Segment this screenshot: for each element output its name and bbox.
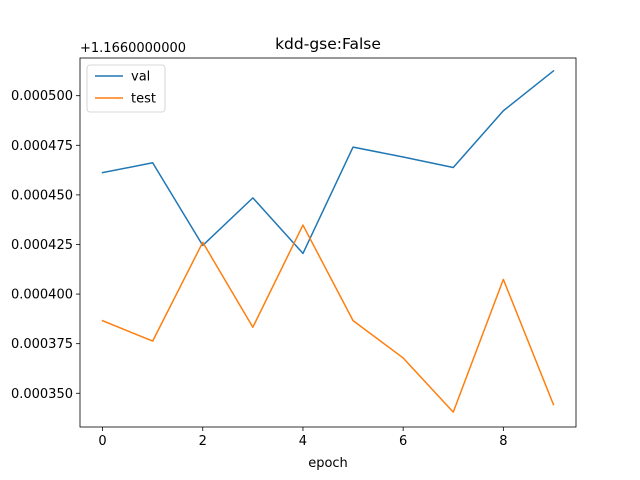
y-tick-label: 0.000400 xyxy=(11,288,73,303)
y-tick-label: 0.000425 xyxy=(11,238,73,253)
plot-frame xyxy=(79,57,577,428)
series-line-test xyxy=(101,224,555,413)
x-tick-label: 4 xyxy=(299,434,307,449)
y-tick-label: 0.000475 xyxy=(11,139,73,154)
y-axis-offset-label: +1.1660000000 xyxy=(80,41,186,56)
x-axis-ticks: 0 2 4 6 8 xyxy=(98,427,507,449)
x-tick-label: 8 xyxy=(499,434,507,449)
series-layer xyxy=(101,69,555,413)
y-tick-label: 0.000375 xyxy=(11,337,73,352)
y-tick-label: 0.000450 xyxy=(11,188,73,203)
legend-label-val: val xyxy=(131,70,150,85)
x-axis-label: epoch xyxy=(308,456,348,471)
legend: val test xyxy=(86,64,166,113)
x-tick-label: 2 xyxy=(199,434,207,449)
legend-label-test: test xyxy=(131,92,156,107)
y-tick-label: 0.000500 xyxy=(11,89,73,104)
x-tick-label: 0 xyxy=(98,434,106,449)
y-axis-ticks: 0.000350 0.000375 0.000400 0.000425 0.000450… xyxy=(11,89,80,402)
chart-title: kdd-gse:False xyxy=(275,35,381,53)
x-tick-label: 6 xyxy=(399,434,407,449)
y-tick-label: 0.000350 xyxy=(11,387,73,402)
series-line-val xyxy=(101,69,555,255)
